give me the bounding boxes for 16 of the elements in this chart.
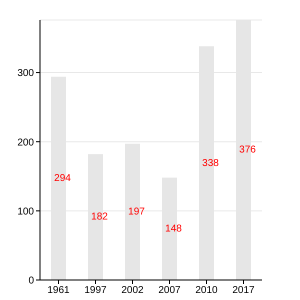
data-label: 182 — [91, 212, 108, 223]
x-tick-label: 2007 — [158, 285, 182, 296]
data-label: 148 — [165, 223, 182, 234]
y-tick-label: 300 — [17, 68, 34, 80]
data-label: 294 — [54, 172, 72, 184]
y-tick-label: 200 — [17, 137, 34, 148]
y-tick-label: 100 — [17, 206, 34, 218]
y-tick-label: 0 — [28, 276, 34, 287]
data-label: 376 — [239, 144, 256, 156]
data-label: 197 — [128, 206, 146, 218]
x-tick-label: 1997 — [84, 285, 108, 296]
x-tick-label: 2010 — [195, 285, 218, 296]
x-tick-label: 2002 — [121, 285, 144, 296]
x-tick-label: 1961 — [47, 285, 70, 296]
data-label: 338 — [202, 158, 220, 169]
x-tick-label: 2017 — [232, 285, 256, 296]
